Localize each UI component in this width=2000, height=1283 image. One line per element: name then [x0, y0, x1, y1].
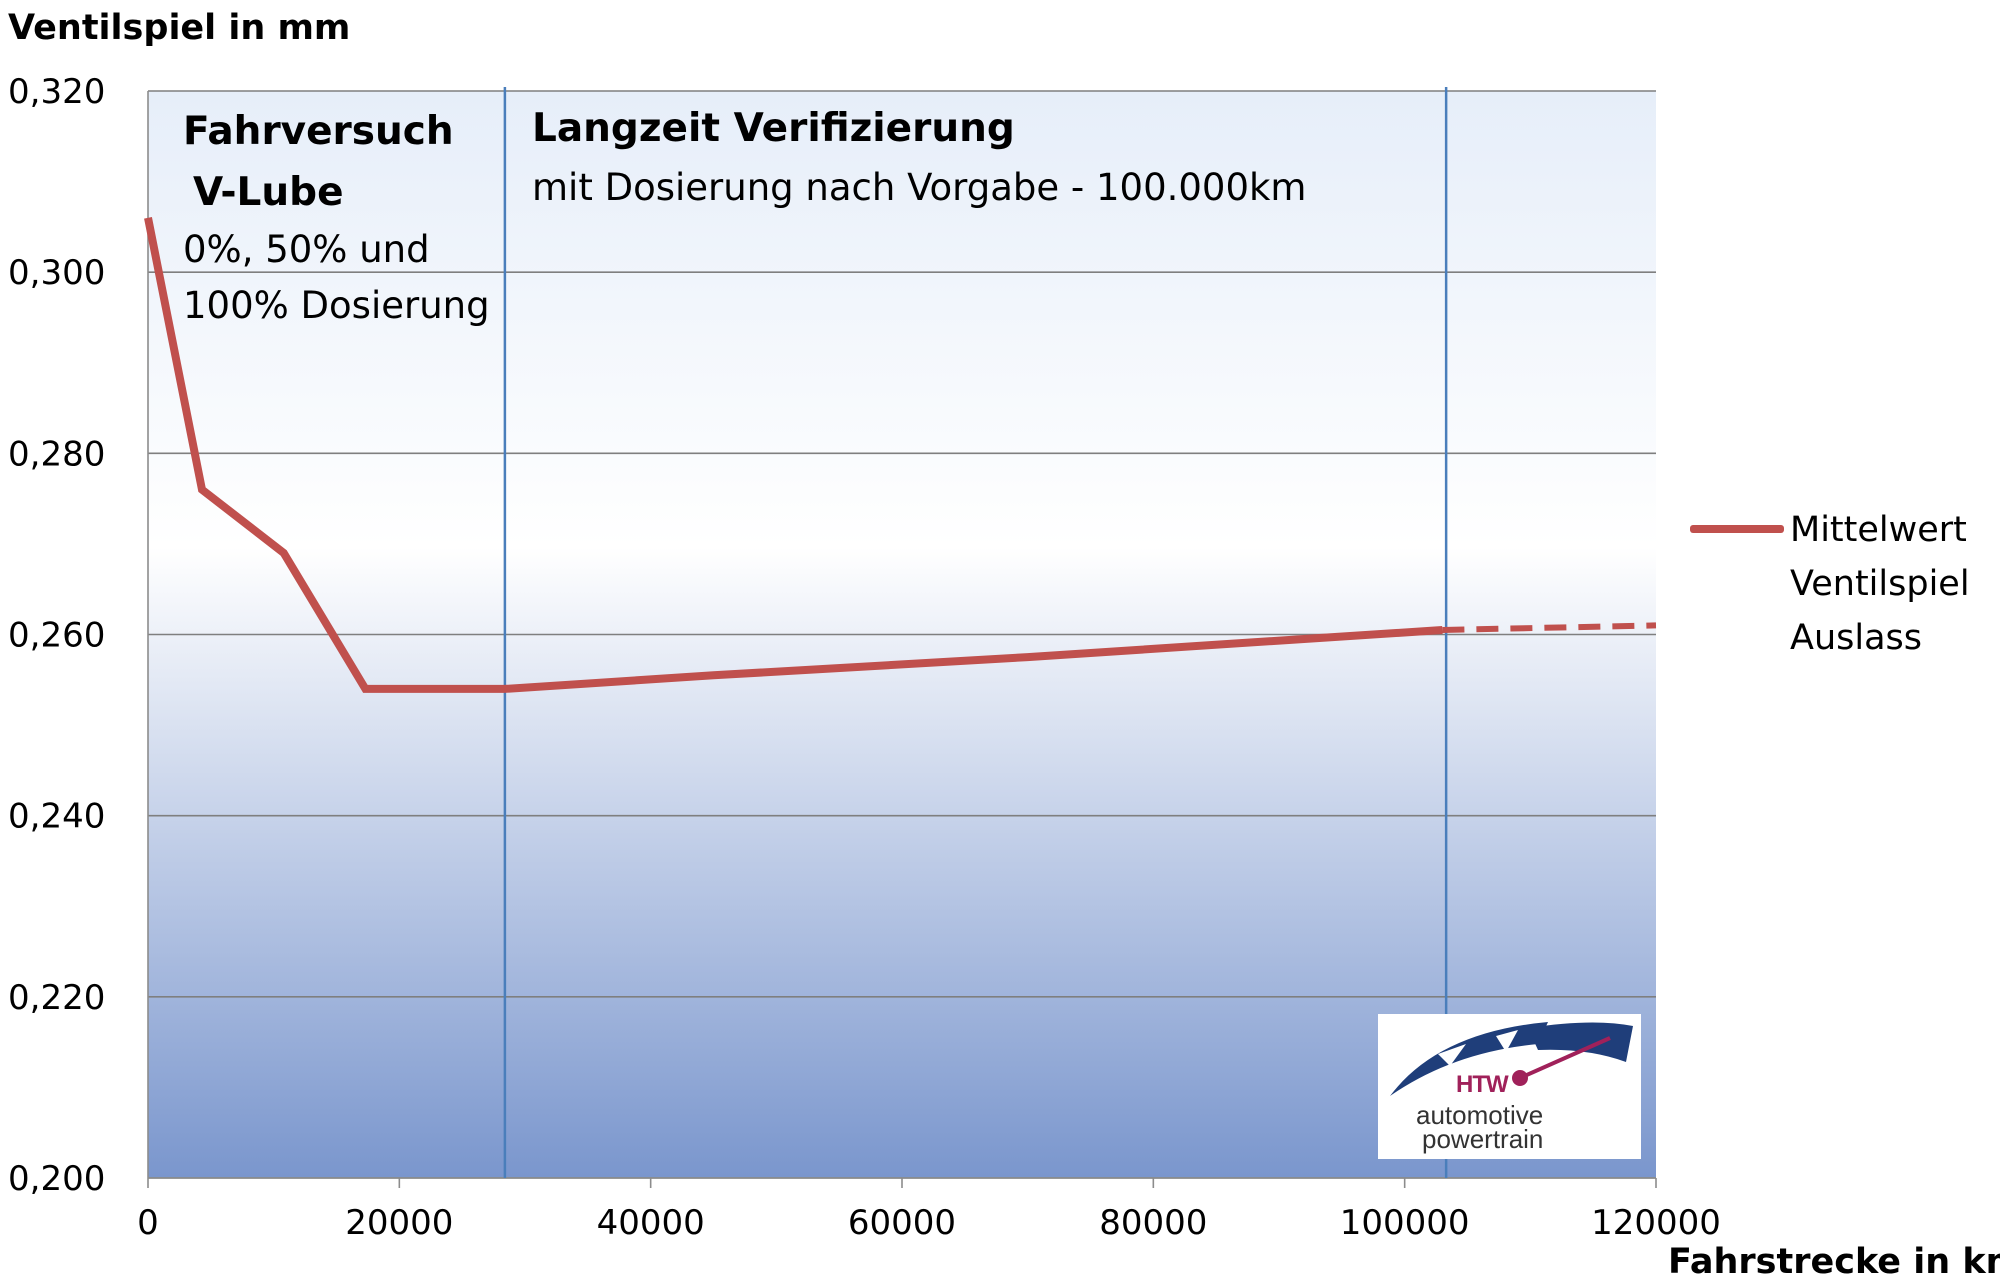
legend-label: Mittelwert Ventilspiel Auslass: [1790, 503, 2000, 665]
series-projection-dashed: [1442, 622, 1657, 633]
x-tick-label: 0: [137, 1203, 159, 1243]
logo-graphic: [1390, 1022, 1633, 1096]
x-tick-label: 100000: [1340, 1203, 1470, 1243]
logo-text-automotive: automotive: [1416, 1100, 1544, 1130]
x-tick-label: 20000: [345, 1203, 453, 1243]
annotation-phase1-text-1: 0%, 50% und: [183, 228, 430, 271]
annotation-phase2-text: mit Dosierung nach Vorgabe - 100.000km: [532, 166, 1307, 209]
series-line-mittelwert: [144, 217, 1443, 693]
annotation-phase1-title-1: Fahrversuch: [183, 109, 454, 154]
x-tick-label: 80000: [1099, 1203, 1207, 1243]
legend-swatch: [1690, 525, 1784, 533]
x-tick-label: 60000: [848, 1203, 956, 1243]
legend-line-2: Ventilspiel: [1790, 564, 1970, 604]
y-tick-label: 0,300: [8, 253, 105, 293]
htw-logo: HTW automotive powertrain: [1378, 1014, 1641, 1159]
logo-htw-text: HTW: [1456, 1071, 1509, 1098]
legend-line-1: Mittelwert: [1790, 510, 1967, 550]
x-tick-label: 120000: [1591, 1203, 1721, 1243]
y-tick-label: 0,320: [8, 72, 105, 112]
y-tick-label: 0,200: [8, 1159, 105, 1199]
logo-text-powertrain: powertrain: [1422, 1124, 1544, 1154]
annotation-phase1-title-2: V-Lube: [193, 170, 344, 215]
x-tick-label: 40000: [597, 1203, 705, 1243]
y-tick-label: 0,280: [8, 434, 105, 474]
y-tick-label: 0,260: [8, 616, 105, 656]
y-axis-title: Ventilspiel in mm: [8, 8, 351, 48]
legend-line-3: Auslass: [1790, 618, 1923, 658]
x-axis-title: Fahrstrecke in km: [1668, 1242, 2000, 1282]
y-tick-label: 0,240: [8, 797, 105, 837]
annotation-phase1-text-2: 100% Dosierung: [183, 284, 490, 327]
annotation-phase2-title: Langzeit Verifizierung: [532, 106, 1015, 151]
y-tick-label: 0,220: [8, 978, 105, 1018]
